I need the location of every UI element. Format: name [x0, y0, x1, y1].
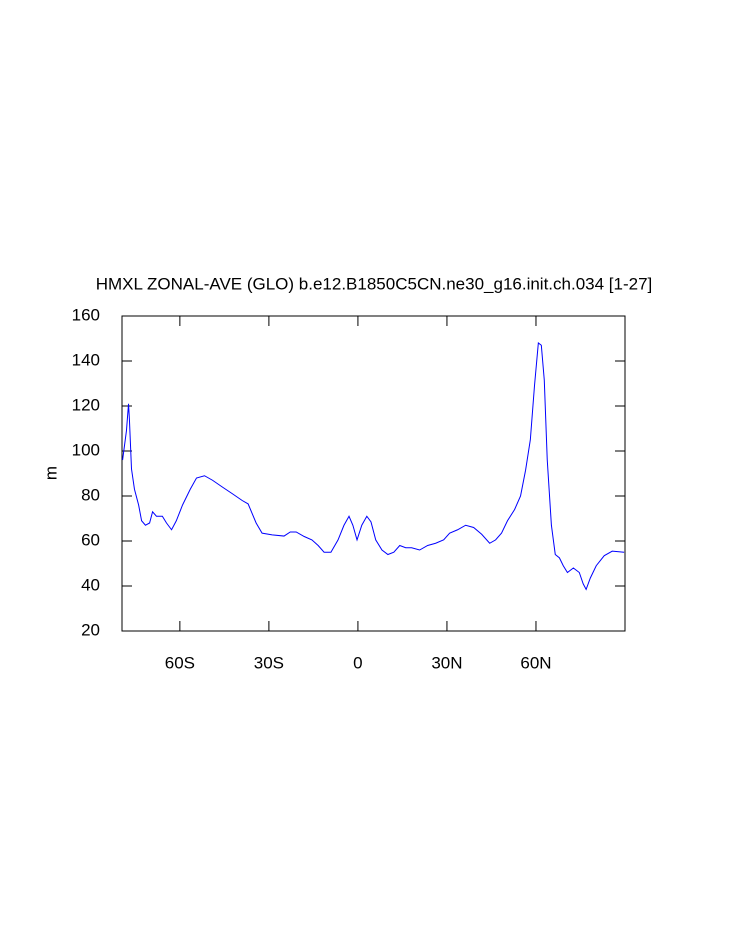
x-tick-label: 0 — [353, 653, 362, 672]
y-tick-label: 120 — [72, 395, 100, 414]
x-tick-label: 30N — [431, 653, 462, 672]
y-tick-label: 20 — [81, 620, 100, 639]
x-tick-label: 60N — [520, 653, 551, 672]
data-line — [122, 342, 625, 591]
y-tick-label: 40 — [81, 575, 100, 594]
y-tick-label: 80 — [81, 485, 100, 504]
x-tick-label: 30S — [254, 653, 284, 672]
y-axis-label: m — [41, 466, 60, 480]
y-tick-label: 100 — [72, 440, 100, 459]
chart-title: HMXL ZONAL-AVE (GLO) b.e12.B1850C5CN.ne3… — [96, 274, 653, 293]
y-tick-label: 160 — [72, 305, 100, 324]
plot-frame — [121, 315, 626, 632]
y-tick-label: 140 — [72, 350, 100, 369]
y-tick-label: 60 — [81, 530, 100, 549]
x-tick-label: 60S — [165, 653, 195, 672]
